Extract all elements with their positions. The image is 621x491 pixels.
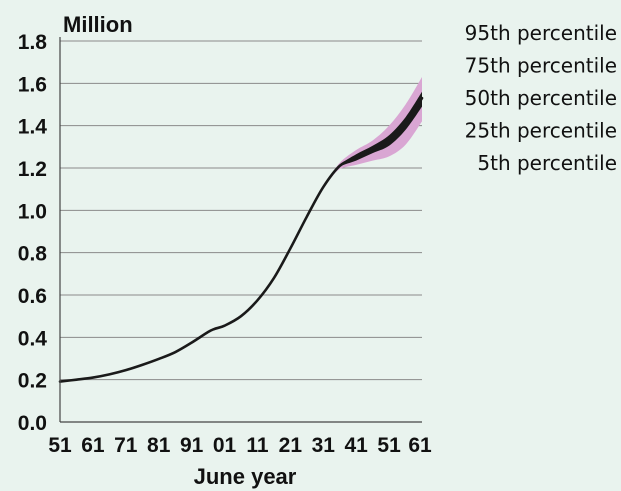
y-axis-title: Million [63,12,133,37]
percentile-bands [329,76,422,180]
gridlines [60,40,422,381]
y-tick-label: 0.0 [18,412,47,435]
band-5th-95th-percentile [329,76,422,180]
y-tick-labels: 0.0 0.2 0.4 0.6 0.8 1.0 1.2 1.4 1.6 1.8 [18,31,48,435]
y-tick-label: 0.6 [18,285,47,308]
y-tick-label: 0.8 [18,243,48,266]
band-25th-75th-percentile [329,91,422,180]
x-tick-label: 51 [377,434,401,457]
y-tick-label: 1.2 [18,158,47,181]
median-line-layer [58,96,424,383]
x-tick-label: 01 [213,434,237,457]
legend-entry: 75th percentile [465,54,617,78]
x-tick-label: 81 [147,434,171,457]
x-tick-label: 11 [246,434,269,457]
x-axis-title: June year [194,464,297,489]
legend: 95th percentile 75th percentile 50th perce… [465,21,617,175]
x-tick-label: 61 [81,434,105,457]
x-tick-labels: 51 61 71 81 91 01 11 21 31 41 51 61 [48,434,432,457]
x-tick-label: 41 [345,434,369,457]
x-tick-label: 91 [180,434,204,457]
legend-entry: 95th percentile [465,21,617,45]
axes [59,37,422,423]
x-tick-label: 51 [48,434,72,457]
y-tick-label: 1.6 [18,73,47,96]
legend-entry: 5th percentile [477,151,617,175]
y-tick-label: 1.8 [18,31,48,54]
x-tick-label: 31 [312,434,336,457]
y-tick-label: 0.4 [18,327,48,350]
y-tick-label: 1.4 [18,116,48,139]
legend-entry: 25th percentile [465,119,617,143]
x-tick-label: 71 [114,434,138,457]
x-tick-label: 21 [279,434,303,457]
median-line [58,96,424,383]
legend-entry: 50th percentile [465,86,617,110]
y-tick-label: 0.2 [18,370,47,393]
x-tick-label: 61 [408,434,432,457]
y-tick-label: 1.0 [18,200,47,223]
